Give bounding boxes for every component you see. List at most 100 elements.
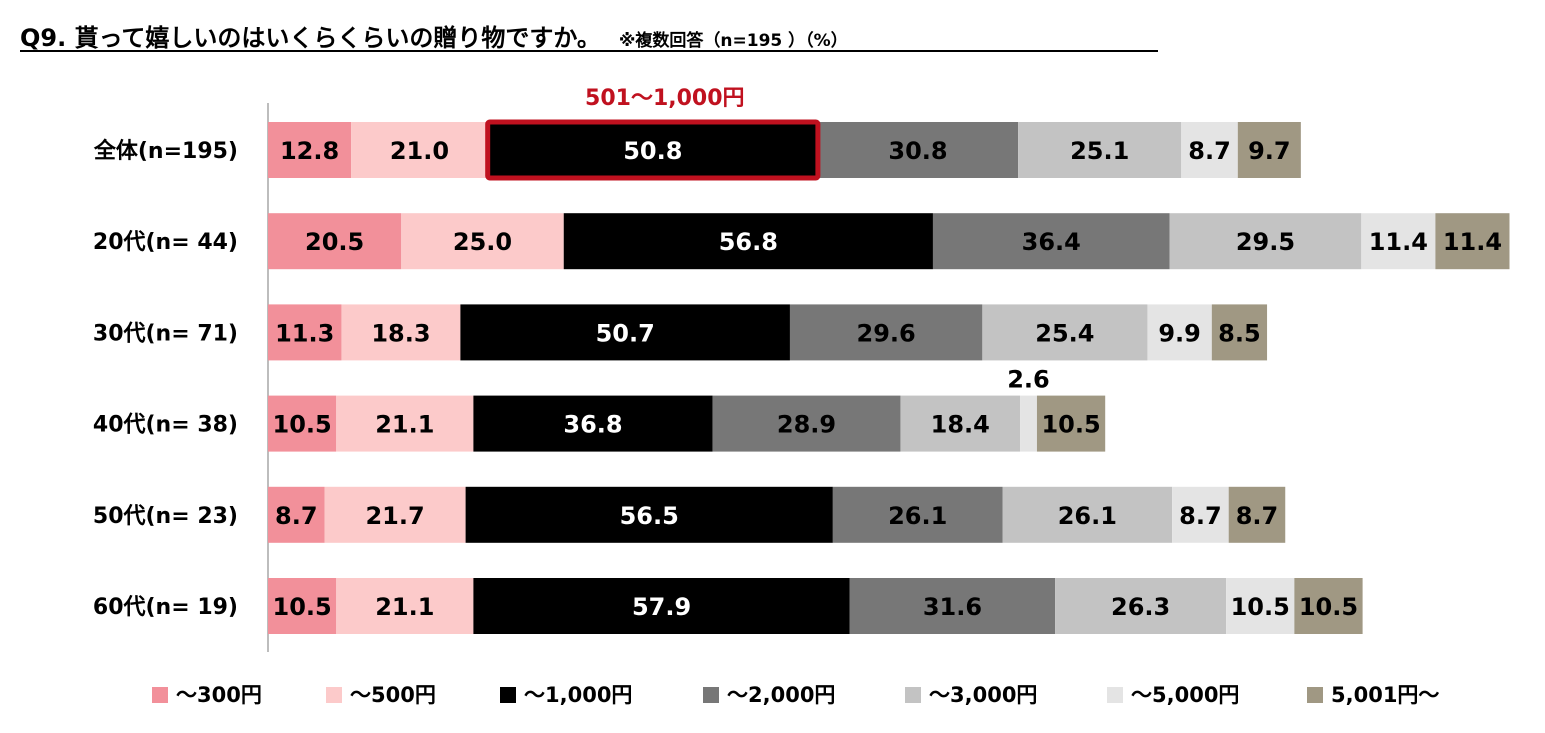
legend-swatch [905,687,921,703]
bar-segment [268,395,337,452]
bar-segment [900,395,1021,452]
data-label: 10.5 [1231,593,1290,621]
data-label: 29.5 [1236,228,1295,256]
bar-segment [1018,122,1182,178]
data-label: 21.1 [375,411,434,439]
data-label: 10.5 [1299,593,1358,621]
legend-swatch [500,687,516,703]
row-label: 40代(n= 38) [93,413,238,438]
data-label: 57.9 [632,593,691,621]
bar-segment [1055,578,1227,634]
bar-segment [563,213,933,270]
bar-segment [849,578,1056,634]
data-label: 26.1 [888,502,947,530]
bar-segment [1226,578,1295,634]
data-label: 8.5 [1218,319,1261,347]
row-label: 50代(n= 23) [93,504,238,529]
data-label: 8.7 [1179,502,1222,530]
legend-label: ～500円 [350,683,436,707]
legend-swatch [1307,687,1323,703]
legend-label: ～1,000円 [524,683,632,707]
bar-segment [1237,122,1301,178]
bar-segment [268,578,337,634]
data-label: 28.9 [777,411,836,439]
bar-segment [1020,395,1037,452]
bar-segment [401,213,564,270]
bar-segment [351,122,488,178]
data-label: 18.4 [931,411,990,439]
data-label: 50.7 [596,319,655,347]
data-label: 26.3 [1111,593,1170,621]
bar-segment [1002,486,1173,543]
data-label: 8.7 [1236,502,1279,530]
bar-segment [268,213,402,270]
legend-label: 5,001円～ [1331,683,1439,707]
data-label: 31.6 [923,593,982,621]
data-label: 21.0 [390,137,449,165]
bar-segment [1147,304,1212,361]
bar-segment [336,578,474,634]
data-label: 11.4 [1443,228,1502,256]
bar-segment [268,122,352,178]
data-label: 11.3 [275,319,334,347]
data-label: 25.4 [1035,319,1094,347]
bar-segment [1361,213,1436,270]
bar-segment [473,578,850,634]
bar-segment [817,122,1019,178]
data-label: 18.3 [371,319,430,347]
data-label: 56.5 [620,502,679,530]
data-label: 30.8 [888,137,947,165]
data-label: 21.1 [375,593,434,621]
data-label: 8.7 [1188,137,1231,165]
data-label: 8.7 [275,502,318,530]
bar-segment [1211,304,1268,361]
chart-header: Q9. 貰って嬉しいのはいくらくらいの贈り物ですか。 ※複数回答（n=195 ）（… [20,18,1158,52]
data-label: 36.4 [1022,228,1081,256]
data-label: 9.7 [1248,137,1291,165]
bar-segment [465,486,833,543]
chart-subtitle: ※複数回答（n=195 ）（%） [618,31,848,51]
bar-segment [1181,122,1238,178]
bar-segment [832,486,1003,543]
bar-segment [1228,486,1286,543]
bar-segment [268,304,342,361]
bar-segment [341,304,461,361]
bar-segment [460,304,790,361]
bar-segment [1435,213,1510,270]
legend-label: ～300円 [176,683,262,707]
data-label: 56.8 [719,228,778,256]
data-label: 10.5 [273,593,332,621]
data-label: 9.9 [1158,319,1201,347]
legend-swatch [152,687,168,703]
bar-segment [1172,486,1229,543]
legend-swatch [703,687,719,703]
chart-title: Q9. 貰って嬉しいのはいくらくらいの贈り物ですか。 [20,24,601,52]
bar-segment [487,122,818,178]
row-label: 20代(n= 44) [93,230,238,255]
bar-segment [473,395,713,452]
bar-segment [932,213,1170,270]
bar-segment [324,486,466,543]
data-label: 26.1 [1058,502,1117,530]
bar-segment [336,395,474,452]
data-label: 10.5 [273,411,332,439]
legend-label: ～5,000円 [1131,683,1239,707]
row-label: 30代(n= 71) [93,321,238,346]
bar-segment [712,395,901,452]
data-label: 2.6 [1007,366,1050,394]
data-label: 12.8 [280,137,339,165]
row-label: 60代(n= 19) [93,595,238,620]
legend-swatch [326,687,342,703]
bar-segment [982,304,1148,361]
bar-segment [268,486,325,543]
data-label: 36.8 [563,411,622,439]
bar-segment [1294,578,1363,634]
bar-segment [1036,395,1106,452]
data-label: 21.7 [365,502,424,530]
highlight-label: 501～1,000円 [585,86,745,111]
data-label: 25.1 [1070,137,1129,165]
data-label: 29.6 [857,319,916,347]
legend-label: ～2,000円 [727,683,835,707]
